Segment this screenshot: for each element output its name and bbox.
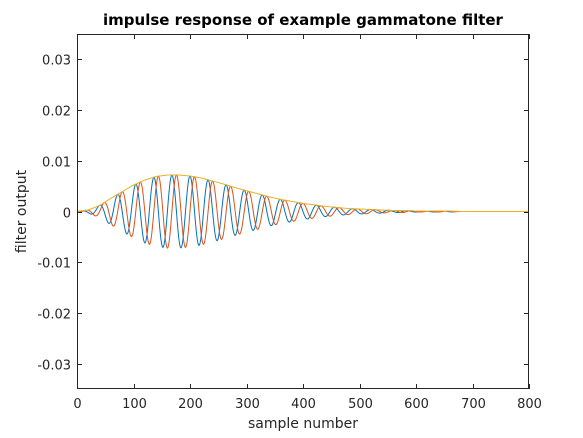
- y-tick-label: -0.03: [37, 359, 71, 374]
- series-line-1: [76, 174, 462, 249]
- series-line-3: [76, 174, 529, 212]
- chart-title: impulse response of example gammatone fi…: [103, 11, 504, 29]
- y-tick-label: 0.01: [42, 156, 71, 171]
- x-axis: 0 100 200 300 400 500 600 700 800: [73, 34, 542, 412]
- y-tick-label: 0.03: [42, 54, 71, 69]
- x-tick-label: 600: [404, 397, 429, 412]
- x-tick-label: 200: [178, 397, 203, 412]
- x-tick-label: 800: [517, 397, 542, 412]
- y-axis-label: filter output: [14, 169, 30, 253]
- x-tick-label: 400: [291, 397, 316, 412]
- y-tick-label: 0.02: [42, 105, 71, 120]
- x-tick-label: 500: [348, 397, 373, 412]
- x-tick-label: 0: [73, 397, 81, 412]
- x-tick-label: 700: [461, 397, 486, 412]
- x-tick-label: 300: [235, 397, 260, 412]
- x-tick-label: 100: [122, 397, 147, 412]
- y-tick-label: -0.02: [37, 308, 71, 323]
- y-tick-label: -0.01: [37, 257, 71, 272]
- y-tick-label: 0: [63, 207, 71, 222]
- series-layer: [76, 174, 529, 249]
- y-axis: 0.03 0.02 0.01 0 -0.01 -0.02 -0.03: [37, 54, 529, 374]
- x-axis-label: sample number: [248, 416, 358, 432]
- series-line-2: [76, 174, 462, 249]
